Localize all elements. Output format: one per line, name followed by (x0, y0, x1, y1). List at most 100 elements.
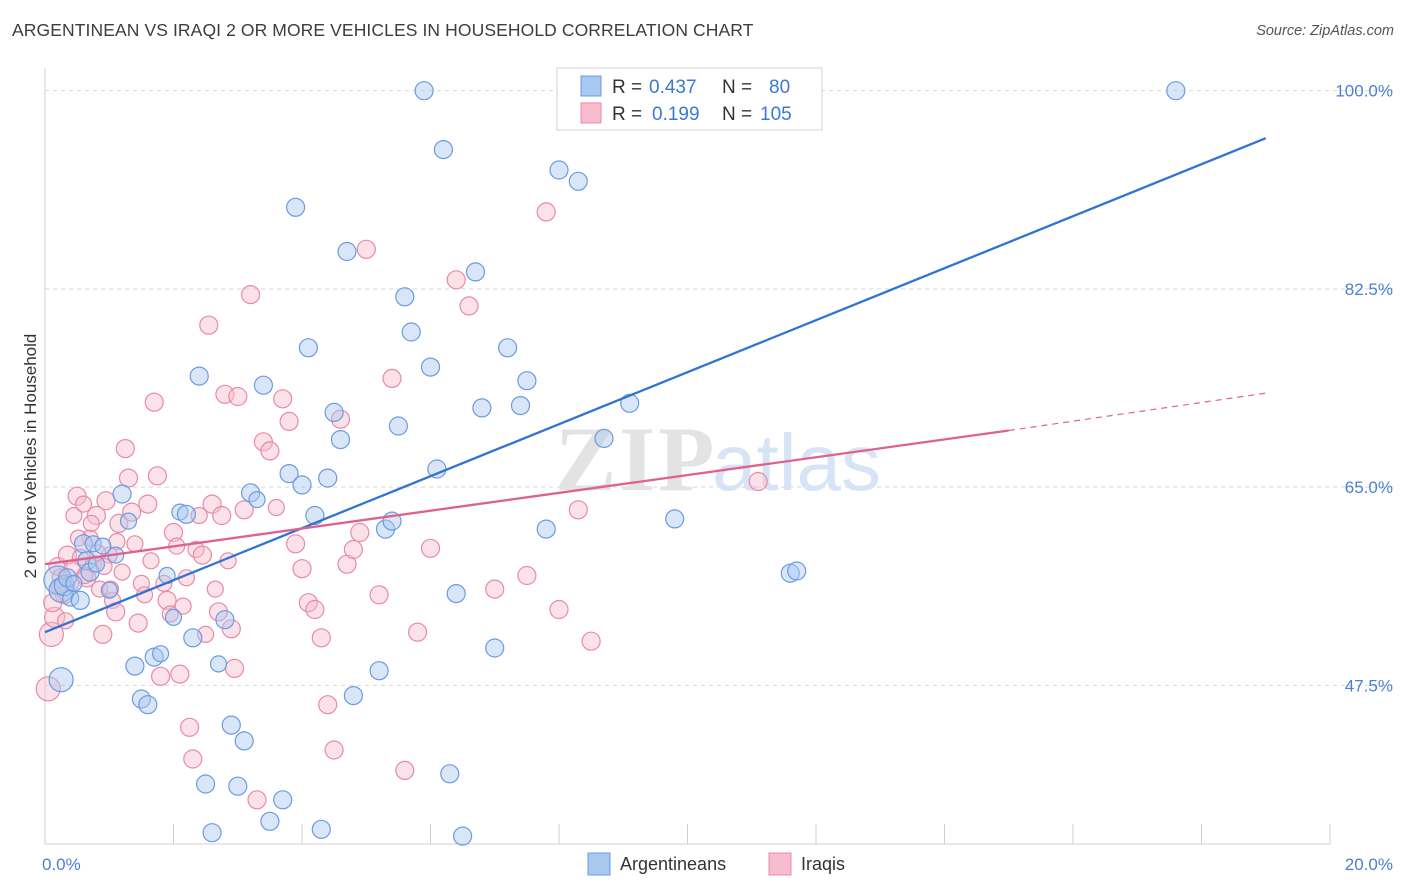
pink-point-77 (343, 539, 363, 560)
y-axis-label: 2 or more Vehicles in Household (21, 334, 40, 579)
pink-point-69 (292, 559, 312, 579)
stats-legend: R = 0.437 N = 80 R = 0.199 N = 105 (556, 67, 823, 131)
blue-point-6 (48, 667, 74, 693)
pink-point-66 (273, 389, 293, 409)
blue-point-54 (414, 81, 434, 101)
x-tick-label-0: 0.0% (42, 855, 81, 874)
pink-point-0 (35, 676, 61, 702)
pink-point-31 (138, 494, 158, 514)
pink-point-71 (305, 599, 325, 620)
blue-point-78 (70, 590, 90, 611)
blue-point-16 (138, 695, 158, 715)
pink-point-39 (163, 522, 184, 543)
blue-point-23 (183, 628, 203, 648)
pink-point-86 (459, 296, 479, 316)
blue-point-18 (152, 645, 170, 663)
pink-point-90 (549, 599, 569, 620)
legend-r-value-1: 0.437 (649, 77, 697, 98)
pink-point-61 (241, 285, 261, 305)
pink-point-60 (234, 500, 254, 520)
x-tick-labels: 0.0% 20.0% (42, 855, 1393, 874)
pink-point-78 (350, 522, 370, 543)
trendlines (44, 137, 1267, 634)
blue-point-58 (440, 764, 460, 784)
blue-point-63 (485, 638, 505, 658)
blue-point-8 (77, 551, 97, 571)
pink-point-74 (324, 740, 344, 760)
pink-point-52 (206, 580, 224, 598)
blue-point-39 (292, 475, 312, 495)
gridlines (45, 90, 1395, 686)
legend-n-label-1: N = (722, 77, 752, 98)
legend-r-label-1: R = (612, 77, 642, 98)
blue-point-69 (568, 171, 588, 191)
blue-point-38 (286, 197, 306, 217)
blue-point-26 (202, 823, 222, 843)
blue-point-48 (369, 661, 389, 681)
blue-point-52 (395, 287, 415, 307)
pink-point-44 (180, 717, 200, 737)
pink-point-23 (113, 563, 131, 581)
blue-point-67 (536, 519, 556, 539)
pink-point-79 (356, 239, 376, 259)
blue-point-75 (1166, 81, 1186, 101)
blue-point-11 (100, 581, 118, 599)
pink-point-45 (183, 749, 203, 769)
blue-point-59 (446, 583, 466, 604)
blue-point-22 (176, 504, 196, 524)
svg-text:ZIP: ZIP (555, 408, 717, 510)
pink-trendline-extension (1008, 392, 1266, 432)
legend-n-label-2: N = (722, 104, 752, 125)
blue-point-36 (273, 790, 293, 810)
chart-title: ARGENTINEAN VS IRAQI 2 OR MORE VEHICLES … (12, 20, 754, 40)
pink-point-68 (286, 534, 306, 554)
pink-point-54 (212, 505, 232, 526)
y-tick-labels: 100.0% 82.5% 65.0% 47.5% (1335, 82, 1393, 696)
blue-point-77 (94, 537, 112, 555)
y-tick-label-2: 65.0% (1345, 478, 1393, 497)
blue-point-37 (279, 464, 299, 484)
pink-point-88 (517, 565, 537, 586)
pink-point-11 (74, 495, 93, 513)
pink-point-92 (581, 631, 601, 651)
axes (44, 68, 1331, 845)
blue-point-61 (465, 262, 486, 282)
svg-text:atlas: atlas (712, 418, 881, 507)
blue-point-45 (330, 430, 351, 450)
pink-point-84 (420, 538, 441, 558)
pink-point-17 (93, 624, 113, 645)
pink-point-24 (115, 439, 135, 459)
blue-point-14 (125, 656, 145, 676)
pink-point-59 (228, 386, 248, 407)
pink-point-82 (395, 760, 415, 781)
pink-point-91 (568, 500, 588, 520)
legend-r-value-2: 0.199 (652, 104, 700, 125)
pink-point-87 (485, 579, 505, 599)
pink-point-65 (267, 498, 285, 517)
pink-point-32 (142, 552, 160, 570)
pink-point-85 (446, 270, 466, 290)
pink-point-100 (82, 514, 100, 533)
y-tick-label-3: 47.5% (1345, 676, 1393, 695)
blue-point-65 (510, 396, 531, 416)
pink-point-28 (128, 613, 148, 633)
blue-point-43 (318, 468, 338, 488)
pink-point-93 (748, 471, 768, 492)
pink-point-34 (147, 466, 167, 486)
pink-point-48 (192, 545, 212, 565)
source-label: Source: ZipAtlas.com (1256, 23, 1394, 39)
pink-point-42 (174, 597, 192, 615)
blue-point-53 (401, 322, 421, 342)
pink-point-58 (224, 658, 245, 679)
blue-point-42 (311, 819, 331, 839)
pink-point-41 (170, 664, 190, 684)
bottom-legend-iraqis: Iraqis (801, 854, 845, 874)
blue-point-20 (164, 608, 183, 627)
blue-point-34 (253, 375, 273, 395)
blue-point-51 (388, 416, 408, 436)
blue-point-68 (549, 160, 569, 180)
pink-point-64 (260, 441, 280, 461)
blue-point-57 (433, 140, 453, 160)
pink-point-27 (126, 535, 144, 553)
legend-swatch-pink (580, 102, 602, 124)
